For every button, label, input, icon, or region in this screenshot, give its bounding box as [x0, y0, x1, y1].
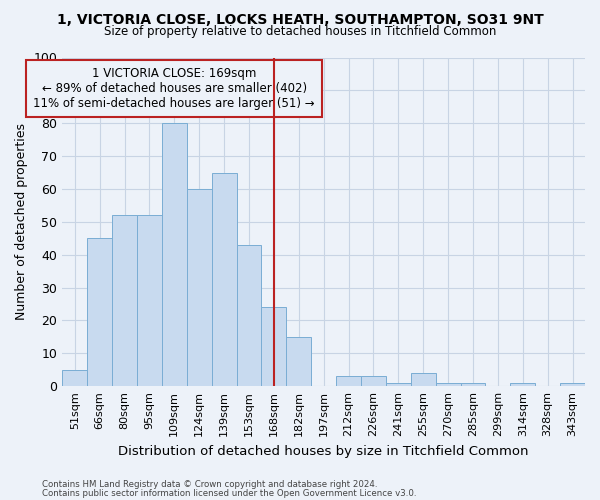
Bar — [560, 383, 585, 386]
Bar — [262, 308, 286, 386]
Text: Contains public sector information licensed under the Open Government Licence v3: Contains public sector information licen… — [42, 489, 416, 498]
Y-axis label: Number of detached properties: Number of detached properties — [15, 124, 28, 320]
Bar — [87, 238, 112, 386]
Bar — [411, 373, 436, 386]
Bar — [361, 376, 386, 386]
Bar — [286, 337, 311, 386]
Bar — [112, 216, 137, 386]
Bar — [461, 383, 485, 386]
Bar — [386, 383, 411, 386]
Text: Size of property relative to detached houses in Titchfield Common: Size of property relative to detached ho… — [104, 25, 496, 38]
Bar — [212, 172, 236, 386]
Text: 1, VICTORIA CLOSE, LOCKS HEATH, SOUTHAMPTON, SO31 9NT: 1, VICTORIA CLOSE, LOCKS HEATH, SOUTHAMP… — [56, 12, 544, 26]
Text: 1 VICTORIA CLOSE: 169sqm
← 89% of detached houses are smaller (402)
11% of semi-: 1 VICTORIA CLOSE: 169sqm ← 89% of detach… — [34, 68, 315, 110]
Bar — [511, 383, 535, 386]
Bar — [336, 376, 361, 386]
Bar — [436, 383, 461, 386]
Bar — [62, 370, 87, 386]
Bar — [187, 189, 212, 386]
Bar — [162, 123, 187, 386]
X-axis label: Distribution of detached houses by size in Titchfield Common: Distribution of detached houses by size … — [118, 444, 529, 458]
Bar — [137, 216, 162, 386]
Text: Contains HM Land Registry data © Crown copyright and database right 2024.: Contains HM Land Registry data © Crown c… — [42, 480, 377, 489]
Bar — [236, 245, 262, 386]
